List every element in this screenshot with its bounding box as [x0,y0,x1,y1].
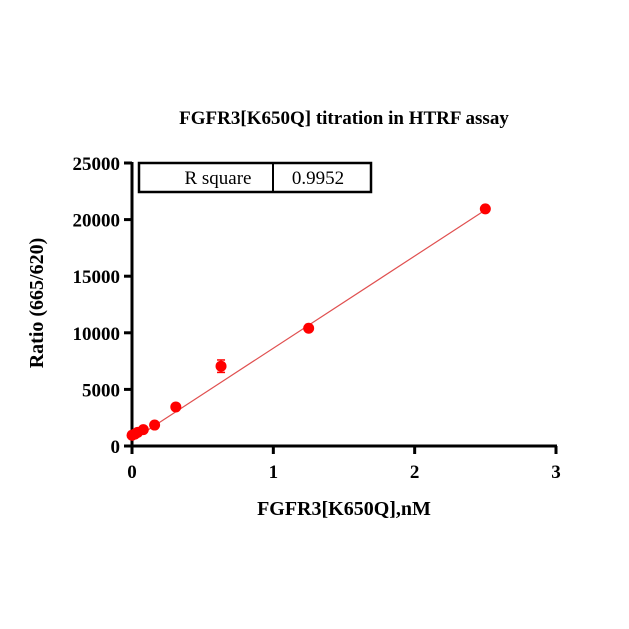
data-point-3 [137,424,149,436]
y-tick-label-3: 15000 [73,267,121,288]
stats-value: 0.9952 [292,168,344,189]
y-tick-label-0: 0 [111,437,121,458]
data-point-8 [479,203,491,215]
x-tick-label-1: 1 [269,462,279,483]
y-tick-label-5: 25000 [73,154,121,175]
x-axis-label: FGFR3[K650Q],nM [257,498,431,520]
data-point-7 [303,322,315,334]
axes [130,162,557,448]
data-point-4 [149,419,161,431]
data-point-5 [170,401,182,413]
data-point-6 [215,360,227,372]
x-tick-label-2: 2 [410,462,420,483]
stats-box: R square 0.9952 [137,161,373,194]
y-ticks: 0 5000 10000 15000 20000 25000 [73,154,132,458]
y-tick-label-2: 10000 [73,324,121,345]
y-axis-label: Ratio (665/620) [26,238,48,369]
x-ticks: 0 1 2 3 [127,446,561,483]
x-tick-label-0: 0 [127,462,137,483]
stats-box-border [137,161,373,194]
y-tick-label-1: 5000 [82,380,120,401]
stats-label: R square [184,168,251,189]
data-points [126,203,491,441]
chart-title: FGFR3[K650Q] titration in HTRF assay [179,108,509,129]
y-tick-label-4: 20000 [73,211,121,232]
x-tick-label-3: 3 [551,462,561,483]
